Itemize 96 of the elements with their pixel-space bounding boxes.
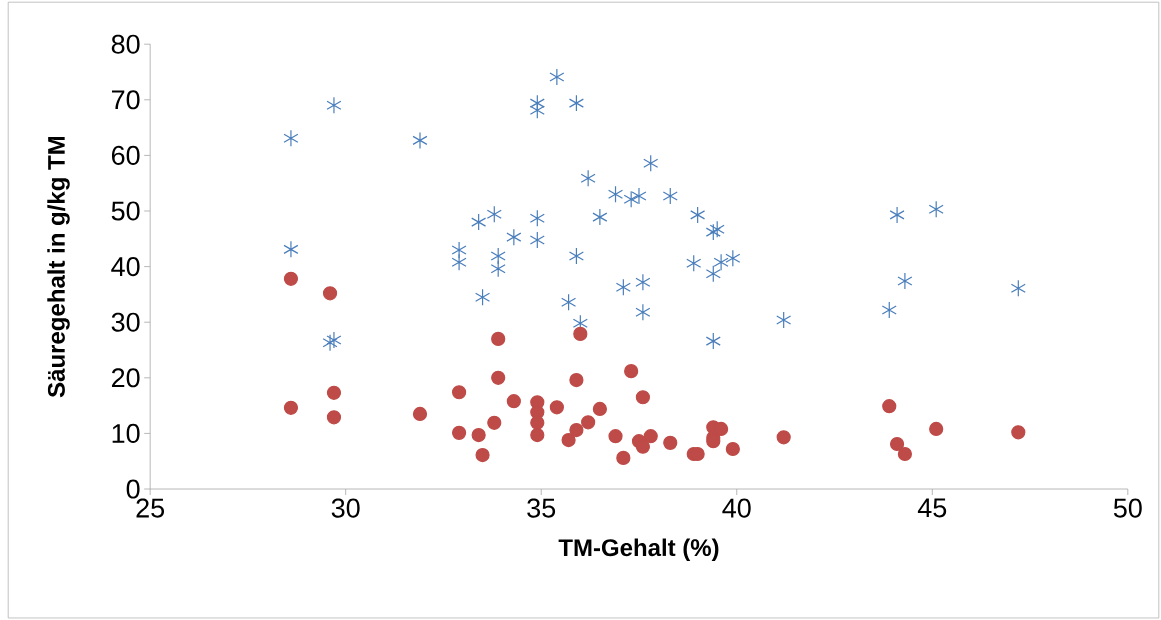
point — [592, 208, 608, 226]
point — [475, 447, 490, 463]
y-axis-title: Säuregehalt in g/kg TM — [47, 136, 70, 398]
point — [897, 272, 913, 290]
point — [889, 206, 905, 224]
point — [530, 415, 545, 430]
point — [643, 429, 658, 444]
point — [569, 372, 584, 388]
point — [623, 190, 639, 208]
point — [506, 228, 522, 246]
point — [709, 220, 725, 238]
point — [889, 436, 905, 451]
point — [662, 187, 678, 205]
point — [322, 334, 338, 352]
point — [615, 278, 631, 296]
point — [592, 401, 607, 416]
point — [705, 223, 721, 241]
x-tick-label: 30 — [331, 498, 360, 518]
point — [631, 187, 647, 205]
point — [326, 410, 342, 425]
point — [322, 286, 338, 301]
point — [643, 154, 659, 172]
point — [283, 271, 299, 286]
point — [451, 253, 467, 271]
point — [690, 206, 706, 224]
point — [705, 332, 721, 350]
point — [530, 427, 545, 443]
point — [580, 169, 596, 187]
point — [471, 427, 486, 443]
point — [529, 209, 545, 227]
x-tick-label: 45 — [917, 498, 947, 518]
point — [882, 398, 897, 414]
y-tick-label: 0 — [126, 479, 140, 499]
y-tick-label: 40 — [111, 256, 140, 277]
point — [929, 421, 944, 436]
point — [326, 96, 342, 114]
point — [491, 370, 506, 385]
point — [490, 260, 506, 278]
x-tick-label: 25 — [136, 498, 165, 518]
point — [283, 400, 299, 415]
point — [452, 385, 467, 400]
point — [283, 240, 299, 258]
y-tick-label: 20 — [111, 368, 140, 388]
x-tick-label: 40 — [722, 498, 751, 518]
point — [471, 213, 487, 231]
point — [663, 435, 678, 450]
point — [897, 446, 912, 462]
point — [549, 68, 565, 86]
point — [326, 331, 342, 349]
point — [568, 247, 584, 265]
point — [549, 400, 564, 415]
point — [705, 265, 721, 283]
point — [487, 415, 502, 430]
point — [569, 422, 584, 438]
point — [725, 249, 741, 267]
point — [491, 331, 506, 346]
point — [561, 432, 576, 448]
point — [928, 200, 944, 218]
point — [581, 415, 596, 430]
point — [573, 326, 588, 341]
point — [1011, 425, 1026, 440]
point — [608, 185, 624, 203]
point — [635, 439, 650, 454]
point — [326, 385, 342, 400]
point — [486, 205, 502, 223]
x-tick-label: 50 — [1113, 498, 1142, 518]
point — [283, 129, 299, 147]
point — [412, 131, 428, 149]
y-tick-label: 50 — [111, 201, 140, 221]
point — [686, 254, 702, 272]
point — [506, 393, 521, 409]
point — [1010, 279, 1026, 297]
point — [624, 363, 639, 379]
x-tick-label: 35 — [527, 498, 556, 518]
point — [475, 288, 491, 306]
point — [776, 311, 792, 329]
point — [412, 406, 428, 421]
point — [561, 293, 577, 311]
point — [713, 253, 729, 271]
point — [608, 429, 623, 444]
y-tick-label: 60 — [111, 145, 140, 165]
point — [568, 94, 584, 112]
point — [776, 430, 791, 445]
point — [635, 390, 650, 405]
point — [616, 450, 631, 465]
point — [529, 231, 545, 249]
x-axis-title: TM-Gehalt (%) — [558, 538, 719, 561]
y-tick-label: 30 — [111, 312, 140, 332]
point — [881, 301, 897, 319]
y-tick-label: 70 — [111, 90, 140, 110]
point — [452, 425, 467, 440]
y-tick-label: 80 — [111, 34, 140, 54]
point — [725, 441, 740, 456]
point — [635, 273, 651, 291]
point — [635, 303, 651, 321]
y-tick-label: 10 — [112, 423, 140, 443]
